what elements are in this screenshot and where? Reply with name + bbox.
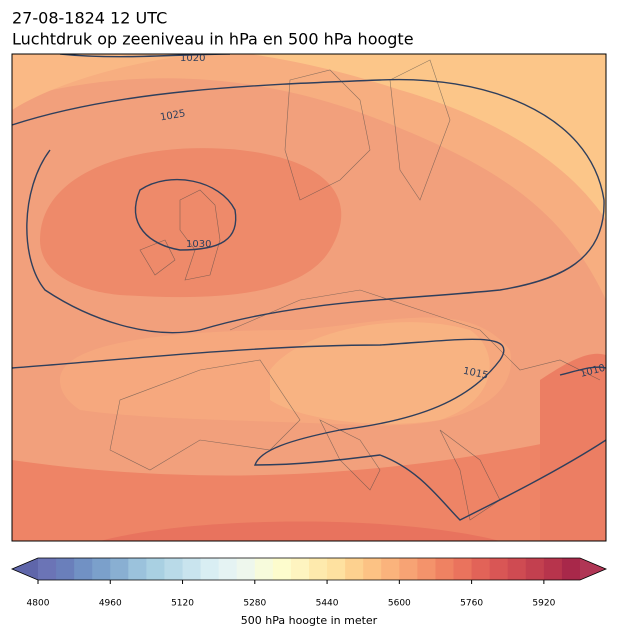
colorbar-bin xyxy=(128,558,147,580)
isobar xyxy=(12,78,605,334)
field xyxy=(100,521,500,541)
colorbar-bin xyxy=(543,558,563,580)
field xyxy=(250,54,606,220)
colorbar-bin xyxy=(561,558,581,580)
colorbar-bin xyxy=(290,558,310,580)
colorbar-bin xyxy=(182,558,202,580)
colorbar-bin xyxy=(218,558,238,580)
colorbar-bin xyxy=(381,558,400,580)
tick-label: 5440 xyxy=(316,599,339,609)
colorbar: 4800 4960 5120 5280 5440 5600 5760 5920 xyxy=(10,557,608,609)
isobar xyxy=(134,178,237,251)
tick-label: 5120 xyxy=(171,599,194,609)
tick-label: 5760 xyxy=(460,599,483,609)
colorbar-bin xyxy=(254,558,274,580)
colorbar-bin xyxy=(272,558,292,580)
colorbar-bin xyxy=(525,558,545,580)
colorbar-bin xyxy=(200,558,220,580)
colorbar-bin xyxy=(110,558,129,580)
field xyxy=(540,353,606,541)
field xyxy=(40,148,342,298)
isobar xyxy=(12,338,606,521)
colorbar-bin xyxy=(56,558,75,580)
colorbar-bin xyxy=(92,558,111,580)
isobar-label: 1025 xyxy=(159,108,186,123)
colorbar-bin xyxy=(164,558,184,580)
colorbar-frame xyxy=(10,557,608,581)
colorbar-bin xyxy=(345,558,364,580)
colorbar-bin xyxy=(327,558,346,580)
map-frame xyxy=(11,53,607,542)
colorbar-bin xyxy=(417,558,436,580)
map: 1020 1025 1030 1015 1010 xyxy=(11,53,607,542)
colorbar-bin xyxy=(399,558,418,580)
colorbar-bin xyxy=(435,558,455,580)
tick-label: 5600 xyxy=(388,599,411,609)
colorbar-bin xyxy=(38,558,57,580)
colorbar-bin xyxy=(363,558,382,580)
title-line: Luchtdruk op zeeniveau in hPa en 500 hPa… xyxy=(12,30,414,49)
field xyxy=(12,430,606,541)
colorbar-extend xyxy=(12,558,38,580)
colorbar-bin xyxy=(236,558,256,580)
tick-label: 4800 xyxy=(27,599,50,609)
colorbar-label: 500 hPa hoogte in meter xyxy=(241,614,378,627)
colorbar-bin xyxy=(146,558,165,580)
coastline xyxy=(109,59,601,521)
isobar-label: 1030 xyxy=(186,239,211,250)
colorbar-bin xyxy=(453,558,473,580)
colorbar-bin xyxy=(309,558,328,580)
isobar-label: 1020 xyxy=(180,53,205,64)
field xyxy=(270,322,490,424)
title-line: 27-08-1824 12 UTC xyxy=(12,9,167,28)
tick-label: 5280 xyxy=(243,599,266,609)
colorbar-extend xyxy=(580,558,606,580)
colorbar-bin xyxy=(74,558,93,580)
tick-label: 5920 xyxy=(532,599,555,609)
field xyxy=(12,54,200,110)
colorbar-bin xyxy=(471,558,491,580)
colorbar-bin xyxy=(507,558,527,580)
isobar-label: 1015 xyxy=(462,366,489,382)
field xyxy=(12,54,606,300)
colorbar-bin xyxy=(489,558,509,580)
isobar xyxy=(559,366,606,376)
tick-label: 4960 xyxy=(99,599,122,609)
